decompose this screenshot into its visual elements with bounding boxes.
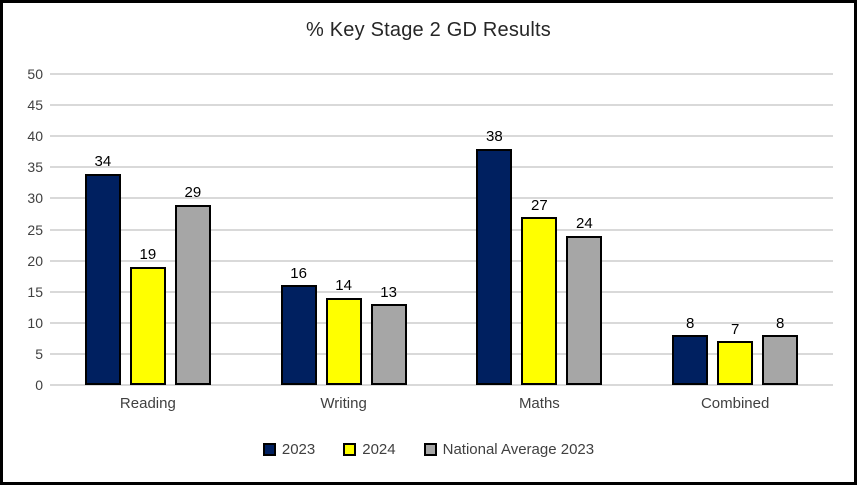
gridline <box>50 197 833 200</box>
bar-data-label: 13 <box>380 283 397 301</box>
x-axis-labels: Reading Writing Maths Combined <box>50 395 833 412</box>
gridline <box>50 228 833 231</box>
bar-data-label: 19 <box>139 246 157 264</box>
gridline <box>50 384 833 386</box>
bar-2024-combined <box>717 341 754 385</box>
bar-column: 27 <box>521 74 558 385</box>
bar-2024-maths <box>521 217 558 385</box>
y-tick-label: 50 <box>27 66 43 82</box>
bar-national-average-2023-combined <box>762 335 799 385</box>
bar-data-label: 7 <box>730 320 740 338</box>
bar-data-label: 34 <box>94 153 112 171</box>
legend: 2023 2024 National Average 2023 <box>3 441 854 458</box>
gridline <box>50 321 833 324</box>
y-tick-label: 20 <box>27 252 43 269</box>
bar-data-label: 8 <box>685 314 695 332</box>
bar-data-label: 8 <box>775 314 785 332</box>
bar-national-average-2023-writing <box>370 304 407 385</box>
x-category-label-reading: Reading <box>119 395 176 412</box>
bar-column: 8 <box>672 74 709 385</box>
bar-column: 38 <box>476 74 513 385</box>
bar-group-maths: 38 27 24 <box>442 74 638 385</box>
legend-marker-icon <box>343 443 357 456</box>
bar-column: 34 <box>84 74 121 385</box>
gridline <box>50 290 833 293</box>
gridline <box>50 73 833 75</box>
bar-column: 14 <box>325 74 362 385</box>
gridline <box>50 166 833 169</box>
bar-column: 13 <box>370 74 407 385</box>
bar-column: 19 <box>129 74 166 385</box>
bar-data-label: 24 <box>576 215 593 233</box>
bar-data-label: 27 <box>531 196 548 214</box>
bar-column: 8 <box>762 74 799 385</box>
y-axis-labels: 0 5 10 15 20 25 30 35 40 45 50 <box>7 66 43 393</box>
legend-item: 2024 <box>343 441 396 458</box>
bar-2023-reading <box>84 173 121 385</box>
gridline <box>50 259 833 262</box>
y-tick-label: 0 <box>35 377 43 393</box>
bar-data-label: 29 <box>184 184 202 202</box>
bar-group-reading: 34 19 29 <box>50 74 246 385</box>
y-tick-label: 40 <box>27 128 43 145</box>
plot-area: 34 19 29 16 14 13 38 27 24 8 7 8 <box>50 73 833 386</box>
y-tick-label: 10 <box>27 314 43 331</box>
bar-2023-writing <box>280 285 317 385</box>
y-tick-label: 30 <box>27 190 43 207</box>
x-category-label-combined: Combined <box>700 395 770 412</box>
y-tick-label: 5 <box>35 345 43 362</box>
bar-column: 24 <box>566 74 603 385</box>
bar-data-label: 16 <box>290 264 307 282</box>
bar-2023-combined <box>672 335 709 385</box>
legend-label: 2023 <box>281 441 316 458</box>
chart-title: % Key Stage 2 GD Results <box>306 19 551 41</box>
legend-label: National Average 2023 <box>442 441 595 458</box>
x-category-label-maths: Maths <box>518 395 560 412</box>
y-tick-label: 45 <box>27 97 43 114</box>
bar-group-combined: 8 7 8 <box>637 74 833 385</box>
legend-marker-icon <box>423 443 437 456</box>
bar-2024-writing <box>325 297 362 385</box>
bar-national-average-2023-reading <box>174 204 211 385</box>
bar-column: 16 <box>280 74 317 385</box>
legend-item: 2023 <box>262 441 316 458</box>
bar-data-label: 38 <box>486 128 503 146</box>
bar-groups: 34 19 29 16 14 13 38 27 24 8 7 8 <box>50 74 833 385</box>
gridline <box>50 135 833 138</box>
bar-2023-maths <box>476 148 513 385</box>
y-tick-label: 15 <box>27 283 43 300</box>
bar-group-writing: 16 14 13 <box>246 74 442 385</box>
gridline <box>50 352 833 355</box>
x-category-label-writing: Writing <box>320 395 367 412</box>
bar-data-label: 14 <box>335 277 352 295</box>
bar-column: 7 <box>717 74 754 385</box>
bar-national-average-2023-maths <box>566 235 603 385</box>
legend-label: 2024 <box>362 441 396 458</box>
bar-column: 29 <box>174 74 211 385</box>
gridline <box>50 104 833 107</box>
bar-2024-reading <box>129 266 166 385</box>
y-tick-label: 25 <box>27 221 43 238</box>
y-tick-label: 35 <box>27 159 43 176</box>
legend-marker-icon <box>262 443 276 456</box>
legend-item: National Average 2023 <box>423 441 595 458</box>
